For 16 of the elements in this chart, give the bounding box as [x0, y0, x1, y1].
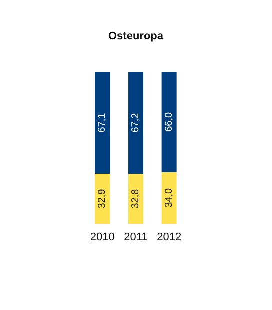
- data-label: 34,0: [164, 188, 175, 208]
- data-label: 67,1: [97, 112, 108, 133]
- bar: [128, 174, 144, 224]
- x-tick-label: 2011: [124, 232, 148, 244]
- data-label: 66,0: [164, 112, 175, 132]
- data-label: 32,8: [130, 188, 142, 209]
- bar: [162, 172, 177, 224]
- data-label: 67,2: [130, 112, 142, 133]
- bar: [95, 72, 110, 174]
- bar: [95, 174, 110, 224]
- data-label: 32,9: [97, 188, 108, 209]
- chart-title: Osteuropa: [108, 30, 164, 42]
- bar: [128, 72, 144, 174]
- x-tick-label: 2012: [157, 232, 182, 244]
- x-tick-label: 2010: [90, 232, 115, 244]
- bar: [162, 72, 177, 172]
